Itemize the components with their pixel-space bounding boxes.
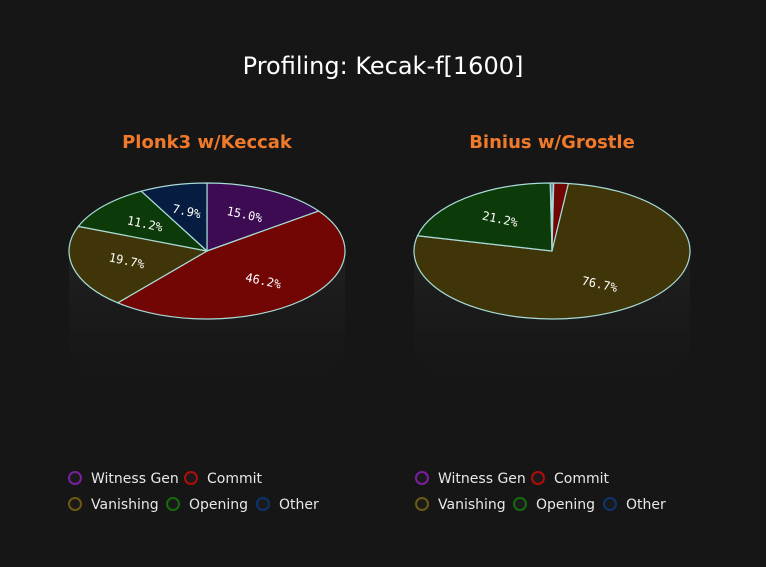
plonk3-w-keccak-slice-label-other: 7.9% xyxy=(171,202,203,222)
plonk3-w-keccak-legend-marker-commit xyxy=(184,471,198,485)
plonk3-w-keccak-legend-label-opening: Opening xyxy=(189,497,248,513)
plonk3-w-keccak-slice-opening xyxy=(77,190,208,252)
binius-w-grostle-legend-label-commit: Commit xyxy=(554,471,610,487)
plonk3-w-keccak-legend-label-witness-gen: Witness Gen xyxy=(91,471,179,487)
plonk3-w-keccak-legend-item-other: Other xyxy=(256,497,319,513)
plonk3-w-keccak-slice-witness-gen xyxy=(206,182,320,252)
binius-w-grostle-legend-item-vanishing: Vanishing xyxy=(415,497,506,513)
binius-w-grostle-slice-other xyxy=(549,182,553,252)
binius-w-grostle-title: Binius w/Grostle xyxy=(469,132,635,153)
binius-w-grostle-cylinder-body xyxy=(414,251,690,411)
plonk3-w-keccak-legend-label-commit: Commit xyxy=(207,471,263,487)
plonk3-w-keccak-legend-item-vanishing: Vanishing xyxy=(68,497,159,513)
plonk3-w-keccak-pie-chart: Plonk3 w/Keccak15.0%46.2%19.7%11.2%7.9%W… xyxy=(68,132,346,513)
plonk3-w-keccak-slice-commit xyxy=(117,210,346,320)
plonk3-w-keccak-slice-vanishing xyxy=(68,225,208,304)
binius-w-grostle-legend-item-witness-gen: Witness Gen xyxy=(415,471,526,487)
binius-w-grostle-legend-label-vanishing: Vanishing xyxy=(438,497,506,513)
binius-w-grostle-legend-marker-other xyxy=(603,497,617,511)
plonk3-w-keccak-title: Plonk3 w/Keccak xyxy=(122,132,293,153)
binius-w-grostle-legend-label-witness-gen: Witness Gen xyxy=(438,471,526,487)
plonk3-w-keccak-legend-marker-other xyxy=(256,497,270,511)
binius-w-grostle-legend-marker-opening xyxy=(513,497,527,511)
plonk3-w-keccak-legend-item-commit: Commit xyxy=(184,471,263,487)
binius-w-grostle-legend-item-other: Other xyxy=(603,497,666,513)
charts-group: Plonk3 w/Keccak15.0%46.2%19.7%11.2%7.9%W… xyxy=(68,132,691,513)
plonk3-w-keccak-legend-marker-vanishing xyxy=(68,497,82,511)
binius-w-grostle-legend-marker-commit xyxy=(531,471,545,485)
plonk3-w-keccak-legend-marker-opening xyxy=(166,497,180,511)
plonk3-w-keccak-legend-item-opening: Opening xyxy=(166,497,248,513)
binius-w-grostle-legend-label-other: Other xyxy=(626,497,666,513)
binius-w-grostle-legend-item-commit: Commit xyxy=(531,471,610,487)
binius-w-grostle-legend-item-opening: Opening xyxy=(513,497,595,513)
plonk3-w-keccak-legend-item-witness-gen: Witness Gen xyxy=(68,471,179,487)
plonk3-w-keccak-legend-label-other: Other xyxy=(279,497,319,513)
binius-w-grostle-legend-marker-vanishing xyxy=(415,497,429,511)
binius-w-grostle-slice-opening xyxy=(416,182,553,252)
plonk3-w-keccak-slice-other xyxy=(140,182,208,252)
binius-w-grostle-legend-label-opening: Opening xyxy=(536,497,595,513)
page-title: Profiling: Kecak-f[1600] xyxy=(243,52,524,80)
plonk3-w-keccak-cylinder-body xyxy=(69,251,345,411)
binius-w-grostle-legend-marker-witness-gen xyxy=(415,471,429,485)
plonk3-w-keccak-legend-label-vanishing: Vanishing xyxy=(91,497,159,513)
plonk3-w-keccak-legend-marker-witness-gen xyxy=(68,471,82,485)
